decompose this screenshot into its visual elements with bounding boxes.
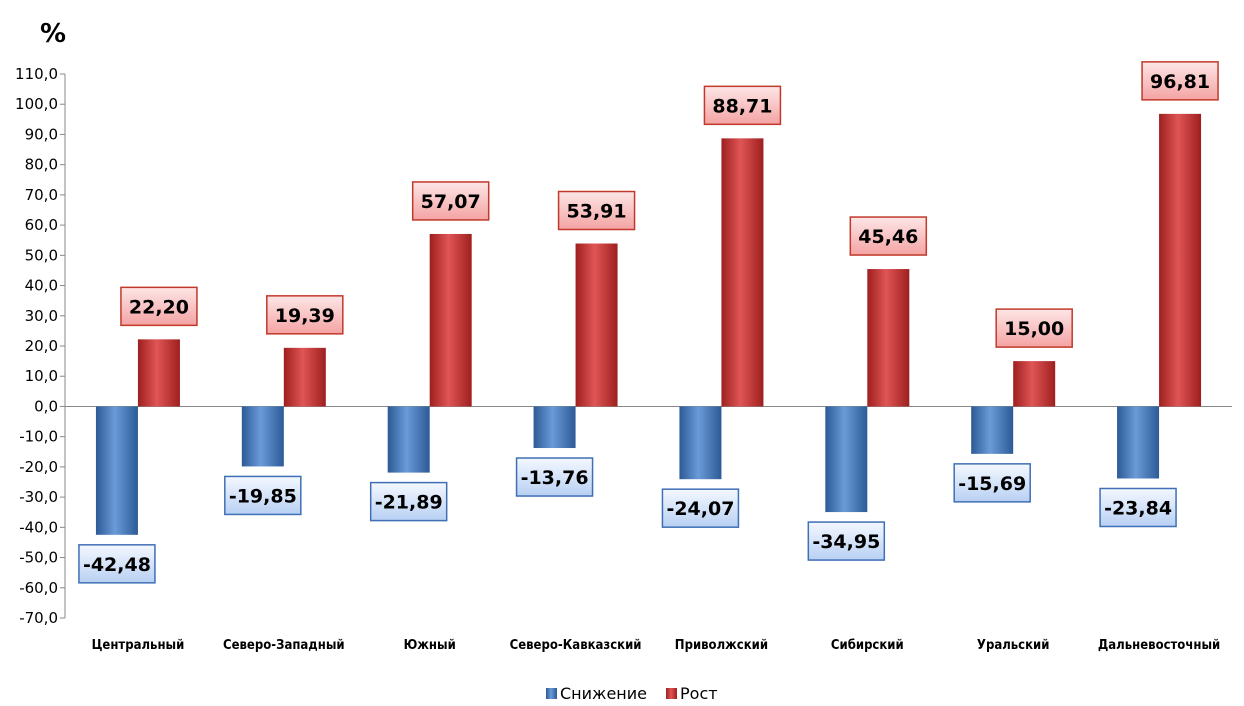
data-label: -15,69	[958, 473, 1026, 495]
y-tick-label: -70,0	[19, 609, 58, 627]
y-axis: 110,0 100,0 90,0 80,0 70,0 60,0 50,0 40,0 30,0 20…	[15, 65, 1232, 627]
y-tick-label: 90,0	[25, 125, 58, 143]
data-label: 96,81	[1150, 71, 1210, 93]
data-label-box	[953, 463, 1031, 503]
x-category-label: Северо-Кавказский	[510, 638, 642, 653]
data-label-box	[807, 521, 886, 561]
bar-increase	[137, 339, 180, 407]
data-label: -19,85	[229, 485, 297, 507]
bar-decrease	[95, 406, 138, 535]
legend-label-increase: Рост	[680, 684, 718, 703]
y-tick-label: 100,0	[15, 95, 58, 113]
data-label-box	[1141, 61, 1219, 101]
data-labels-layer: -42,48 22,20 -19,85 19,39 -21,89 57,07 -13,76 5…	[78, 61, 1219, 584]
data-label: 88,71	[712, 95, 772, 117]
data-label: -13,76	[521, 467, 589, 489]
y-tick-label: -40,0	[19, 518, 58, 536]
y-tick-label: 80,0	[25, 156, 58, 174]
data-label: 15,00	[1004, 318, 1064, 340]
y-tick-label: 40,0	[25, 277, 58, 295]
data-label: 22,20	[129, 296, 189, 318]
y-tick-label: 50,0	[25, 246, 58, 264]
bars-layer	[95, 113, 1202, 535]
bar-decrease	[971, 406, 1014, 454]
data-label-box	[557, 190, 636, 231]
y-tick-label: 0,0	[34, 397, 58, 415]
data-label: -34,95	[812, 531, 880, 553]
x-category-label: Южный	[404, 638, 456, 653]
y-tick-label: -30,0	[19, 488, 58, 506]
y-tick-label: 20,0	[25, 337, 58, 355]
data-label-box	[661, 488, 740, 528]
bar-increase	[1013, 361, 1056, 407]
x-category-label: Центральный	[92, 638, 185, 653]
legend-label-decrease: Снижение	[560, 684, 647, 703]
data-label-box	[266, 295, 344, 335]
x-category-label: Сибирский	[831, 638, 904, 653]
data-label: -42,48	[83, 554, 151, 576]
data-label-box	[224, 475, 302, 516]
bar-increase	[429, 233, 472, 407]
legend: Снижение Рост	[546, 684, 718, 703]
y-tick-label: 10,0	[25, 367, 58, 385]
bar-decrease	[825, 406, 868, 513]
data-label: 19,39	[275, 305, 335, 327]
data-label-box	[849, 216, 928, 256]
bar-decrease	[241, 406, 284, 467]
bar-increase	[1159, 113, 1202, 407]
x-axis-categories: Центральный Северо-Западный Южный Северо-Ка…	[92, 638, 1221, 653]
x-category-label: Дальневосточный	[1098, 638, 1220, 653]
data-label-box	[995, 308, 1073, 348]
data-label-box	[369, 481, 448, 522]
y-tick-label: 30,0	[25, 307, 58, 325]
bar-decrease	[533, 406, 576, 449]
y-tick-label: -10,0	[19, 428, 58, 446]
x-category-label: Уральский	[977, 638, 1050, 653]
data-label-box	[1099, 487, 1177, 528]
bar-increase	[867, 269, 910, 407]
y-tick-label: -20,0	[19, 458, 58, 476]
data-label: -23,84	[1104, 497, 1172, 519]
y-tick-label: 60,0	[25, 216, 58, 234]
y-tick-label: -60,0	[19, 579, 58, 597]
data-label-box	[411, 181, 490, 221]
data-label-box	[120, 286, 198, 327]
y-tick-label: 110,0	[15, 65, 58, 83]
data-label-box	[515, 457, 594, 497]
data-label: 53,91	[567, 201, 627, 223]
bar-decrease	[387, 406, 430, 473]
data-label-box	[78, 544, 156, 584]
y-tick-label: 70,0	[25, 186, 58, 204]
x-category-label: Северо-Западный	[223, 638, 345, 653]
legend-swatch-decrease	[546, 688, 557, 699]
bar-decrease	[679, 406, 722, 480]
bar-increase	[721, 138, 764, 407]
bar-increase	[575, 243, 618, 407]
data-label: 45,46	[858, 226, 918, 248]
data-label: -21,89	[375, 492, 443, 514]
data-label-box	[703, 85, 782, 126]
y-tick-label: -50,0	[19, 549, 58, 567]
legend-swatch-increase	[666, 688, 677, 699]
bar-decrease	[1117, 406, 1160, 479]
data-label: -24,07	[666, 498, 734, 520]
y-unit-label: %	[40, 19, 66, 49]
bar-increase	[283, 347, 326, 407]
x-category-label: Приволжский	[675, 638, 768, 653]
data-label: 57,07	[421, 191, 481, 213]
